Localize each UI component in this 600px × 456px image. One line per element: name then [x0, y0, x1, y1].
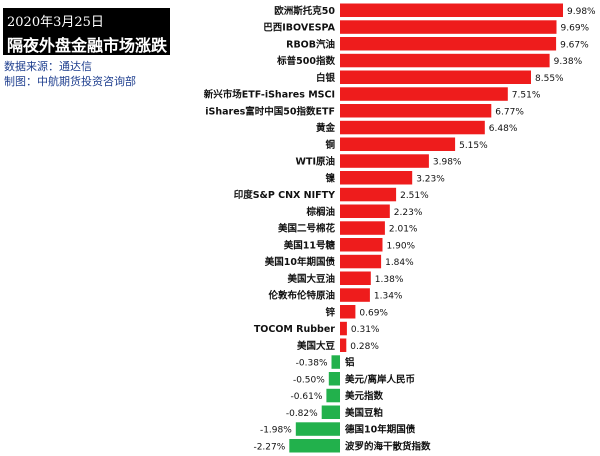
bar-21 — [331, 355, 340, 369]
category-label-16: 美国大豆油 — [286, 273, 335, 285]
value-label-23: -0.61% — [291, 392, 323, 402]
bar-5 — [340, 87, 508, 101]
value-label-4: 8.55% — [535, 74, 564, 84]
value-label-7: 6.48% — [489, 124, 518, 134]
bar-12 — [340, 204, 390, 218]
category-label-8: 铜 — [325, 139, 335, 151]
category-label-19: TOCOM Rubber — [254, 324, 335, 335]
bar-13 — [340, 221, 385, 235]
value-label-11: 2.51% — [400, 191, 429, 201]
value-label-24: -0.82% — [286, 409, 318, 419]
value-label-5: 7.51% — [512, 91, 541, 101]
bar-9 — [340, 154, 429, 168]
value-label-16: 1.38% — [375, 275, 404, 285]
bar-26 — [289, 439, 340, 453]
bar-24 — [321, 405, 340, 419]
title-box: 2020年3月25日 隔夜外盘金融市场涨跌 — [3, 8, 170, 55]
category-label-17: 伦敦布伦特原油 — [268, 290, 335, 302]
category-label-12: 棕榈油 — [305, 206, 335, 218]
bar-4 — [340, 70, 531, 84]
bar-10 — [340, 171, 413, 185]
category-label-24: 美国豆粕 — [344, 407, 383, 419]
category-label-23: 美元指数 — [344, 390, 384, 402]
chart-maker-note: 制图：中航期货投资咨询部 — [4, 75, 136, 88]
category-label-7: 黄金 — [316, 122, 336, 134]
bar-19 — [340, 321, 347, 336]
value-label-20: 0.28% — [350, 342, 379, 352]
bar-18 — [340, 305, 356, 319]
category-label-15: 美国10年期国债 — [264, 256, 336, 268]
chart-title: 隔夜外盘金融市场涨跌 — [7, 36, 168, 55]
category-label-2: RBOB汽油 — [286, 38, 335, 50]
category-label-1: 巴西IBOVESPA — [263, 23, 335, 34]
bar-16 — [340, 271, 371, 285]
data-source-note: 数据来源：通达信 — [4, 60, 92, 73]
bar-23 — [326, 388, 340, 403]
category-label-9: WTI原油 — [296, 156, 336, 168]
bar-6 — [340, 104, 492, 118]
value-label-18: 0.69% — [359, 308, 388, 318]
value-label-26: -2.27% — [253, 442, 285, 452]
category-label-4: 白银 — [316, 72, 336, 84]
value-label-1: 9.69% — [561, 24, 590, 34]
value-label-10: 3.23% — [416, 174, 445, 184]
category-label-5: 新兴市场ETF-iShares MSCI — [204, 89, 335, 101]
bar-15 — [340, 254, 382, 269]
bar-25 — [295, 422, 340, 436]
bar-8 — [340, 137, 456, 151]
bar-1 — [340, 20, 557, 34]
category-label-10: 镍 — [325, 172, 335, 184]
bar-17 — [340, 288, 370, 302]
bar-14 — [340, 238, 383, 252]
value-label-15: 1.84% — [385, 258, 414, 268]
category-label-20: 美国大豆 — [296, 340, 336, 352]
chart-date: 2020年3月25日 — [7, 15, 104, 30]
category-label-26: 波罗的海干散货指数 — [345, 440, 431, 452]
value-label-2: 9.67% — [560, 40, 589, 50]
category-label-3: 标普500指数 — [276, 55, 335, 67]
category-label-0: 欧洲斯托克50 — [274, 5, 335, 17]
value-label-25: -1.98% — [260, 426, 292, 436]
value-label-17: 1.34% — [374, 292, 403, 302]
value-label-0: 9.98% — [567, 7, 596, 17]
value-label-19: 0.31% — [351, 325, 380, 335]
value-label-22: -0.50% — [293, 375, 325, 385]
value-label-21: -0.38% — [296, 359, 328, 369]
value-label-8: 5.15% — [459, 141, 488, 151]
category-label-25: 德国10年期国债 — [345, 424, 416, 436]
bar-3 — [340, 53, 550, 68]
value-label-9: 3.98% — [433, 158, 462, 168]
value-label-12: 2.23% — [394, 208, 423, 218]
category-label-18: 锌 — [325, 306, 335, 318]
value-label-3: 9.38% — [554, 57, 583, 67]
category-label-14: 美国11号糖 — [283, 239, 336, 251]
category-label-11: 印度S&P CNX NIFTY — [234, 189, 335, 201]
bar-11 — [340, 187, 397, 202]
category-label-13: 美国二号棉花 — [277, 223, 336, 235]
category-label-21: 铝 — [345, 357, 355, 369]
bar-20 — [340, 338, 347, 352]
value-label-13: 2.01% — [389, 225, 418, 235]
category-label-6: iShares富时中国50指数ETF — [205, 105, 335, 117]
value-label-14: 1.90% — [387, 241, 416, 251]
bar-2 — [340, 37, 557, 51]
category-label-22: 美元/离岸人民币 — [344, 373, 415, 385]
bar-22 — [328, 372, 340, 386]
bar-0 — [340, 3, 563, 17]
bar-7 — [340, 120, 485, 135]
value-label-6: 6.77% — [495, 107, 524, 117]
